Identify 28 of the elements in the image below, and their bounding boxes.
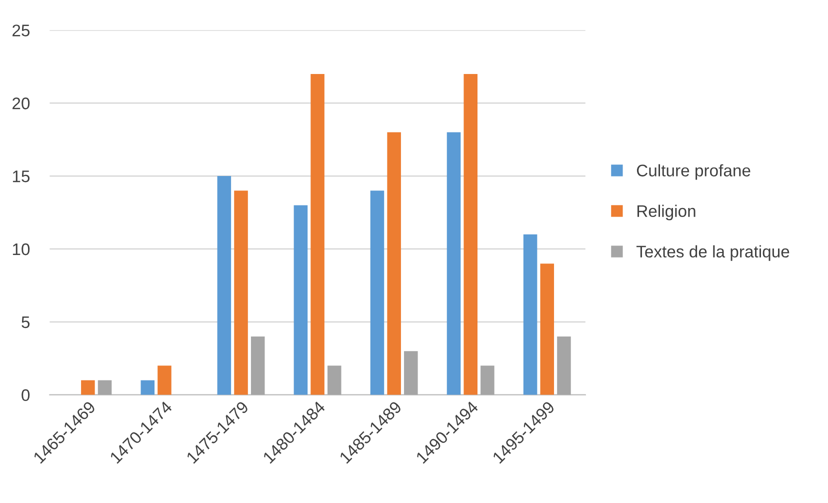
bar	[294, 205, 308, 395]
bar	[540, 264, 554, 395]
y-tick-label: 0	[22, 389, 30, 402]
legend-label: Textes de la pratique	[636, 245, 790, 261]
y-tick-label: 5	[22, 316, 30, 328]
bar	[370, 190, 384, 395]
bar	[98, 380, 112, 395]
bar	[81, 380, 95, 395]
bar	[557, 336, 571, 395]
bar	[250, 336, 265, 395]
legend-label: Culture profane	[636, 164, 750, 180]
bar	[140, 380, 155, 395]
bar	[234, 190, 248, 395]
bar	[446, 132, 461, 395]
y-tick-label: 25	[12, 24, 30, 36]
bar	[464, 74, 478, 395]
y-tick-label: 20	[12, 98, 30, 110]
y-tick-label: 15	[12, 170, 30, 182]
bar	[158, 366, 172, 395]
bar	[523, 234, 538, 395]
bar	[404, 351, 418, 395]
legend-label: Religion	[637, 204, 696, 220]
bar	[217, 176, 232, 395]
y-tick-label: 10	[12, 243, 30, 256]
bar	[310, 74, 324, 395]
bar	[387, 132, 401, 395]
bar	[480, 366, 494, 395]
bar	[327, 366, 342, 395]
